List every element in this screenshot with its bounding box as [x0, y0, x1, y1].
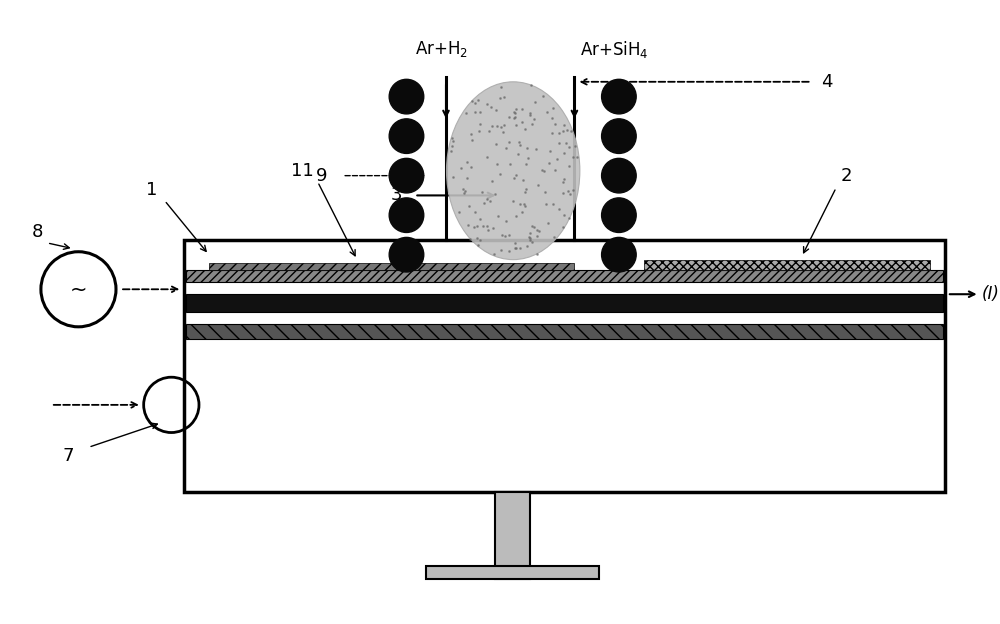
Text: 8: 8 [31, 223, 43, 241]
Text: Ar+H$_2$: Ar+H$_2$ [415, 39, 468, 59]
Circle shape [389, 198, 424, 233]
Bar [186, 294, 943, 312]
Text: 1: 1 [146, 182, 157, 200]
Text: 2: 2 [840, 167, 852, 185]
Text: 11: 11 [291, 162, 314, 180]
Circle shape [389, 158, 424, 193]
Circle shape [602, 198, 636, 233]
Bar [426, 566, 599, 579]
Circle shape [602, 79, 636, 114]
Text: 4: 4 [821, 73, 833, 91]
Bar [184, 240, 945, 492]
Bar [209, 263, 574, 270]
Circle shape [389, 79, 424, 114]
Circle shape [389, 237, 424, 272]
Text: 9: 9 [316, 167, 327, 185]
Bar [644, 260, 930, 270]
Text: 3: 3 [391, 187, 403, 205]
Text: (I): (I) [981, 285, 999, 303]
Bar [495, 492, 530, 579]
Bar [186, 270, 943, 282]
Ellipse shape [446, 82, 580, 260]
Circle shape [389, 119, 424, 154]
Circle shape [602, 158, 636, 193]
Text: Ar+SiH$_4$: Ar+SiH$_4$ [580, 39, 648, 60]
Circle shape [602, 119, 636, 154]
Text: 7: 7 [63, 447, 74, 466]
Circle shape [602, 237, 636, 272]
Text: ~: ~ [70, 280, 87, 300]
Bar [186, 324, 943, 339]
